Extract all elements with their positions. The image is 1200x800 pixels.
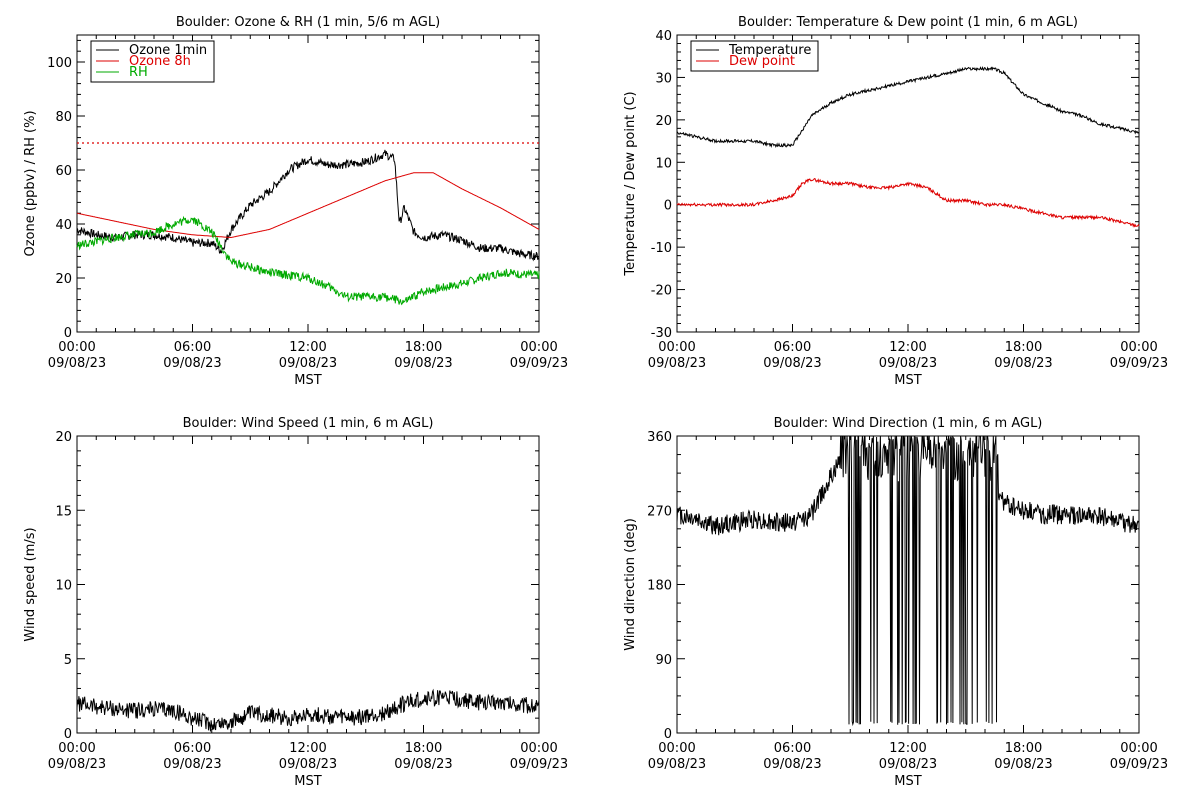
x-tick-label-date: 09/09/23: [510, 757, 568, 772]
y-axis-label: Temperature / Dew point (C): [623, 91, 638, 276]
chart-title: Boulder: Wind Direction (1 min, 6 m AGL): [774, 416, 1043, 431]
x-axis-label: MST: [294, 373, 321, 388]
x-tick-label-time: 00:00: [1120, 741, 1157, 756]
x-tick-label-date: 09/08/23: [279, 356, 337, 371]
x-tick-label-date: 09/08/23: [48, 356, 106, 371]
legend-label: RH: [129, 65, 148, 80]
x-tick-label-time: 18:00: [1005, 340, 1042, 355]
x-tick-label-date: 09/09/23: [510, 356, 568, 371]
series-line-dew-point: [676, 178, 1140, 228]
series-line-temperature: [676, 65, 1140, 149]
x-tick-label-date: 09/09/23: [1110, 757, 1168, 772]
y-tick-label: -20: [651, 284, 672, 299]
y-tick-label: -30: [651, 326, 672, 341]
x-axis-label: MST: [894, 774, 921, 789]
x-tick-label-time: 18:00: [405, 741, 442, 756]
x-tick-label-date: 09/09/23: [1110, 356, 1168, 371]
x-axis-label: MST: [894, 373, 921, 388]
y-axis-label: Wind direction (deg): [623, 518, 638, 651]
x-tick-label-time: 12:00: [889, 741, 926, 756]
y-tick-label: -10: [651, 241, 672, 256]
y-tick-label: 0: [64, 326, 72, 341]
y-tick-label: 90: [655, 653, 672, 668]
x-axis-label: MST: [294, 774, 321, 789]
x-tick-label-time: 00:00: [58, 741, 95, 756]
x-tick-label-time: 00:00: [58, 340, 95, 355]
chart-panel-1: Boulder: Ozone & RH (1 min, 5/6 m AGL) 0 2…: [23, 15, 568, 388]
x-tick-label-date: 09/08/23: [648, 356, 706, 371]
x-tick-label-time: 06:00: [174, 741, 211, 756]
legend-label: Ozone 8h: [129, 54, 191, 69]
chart-panel-4: Boulder: Wind Direction (1 min, 6 m AGL)…: [623, 416, 1168, 789]
y-tick-label: 30: [655, 71, 672, 86]
x-tick-label-time: 00:00: [658, 741, 695, 756]
y-tick-label: 0: [664, 727, 672, 742]
series-line-ozone-1min: [76, 149, 540, 262]
x-tick-label-date: 09/08/23: [879, 757, 937, 772]
legend-label: Ozone 1min: [129, 43, 207, 58]
y-tick-label: 40: [55, 218, 72, 233]
x-tick-label-time: 00:00: [1120, 340, 1157, 355]
legend-label: Temperature: [728, 43, 811, 58]
x-tick-label-date: 09/08/23: [763, 356, 821, 371]
x-tick-label-time: 00:00: [520, 741, 557, 756]
y-axis-label: Ozone (ppbv) / RH (%): [23, 110, 38, 256]
y-tick-label: 40: [655, 29, 672, 44]
chart-panel-2: Boulder: Temperature & Dew point (1 min,…: [623, 15, 1168, 388]
series-line-ozone-8h: [76, 172, 540, 238]
x-tick-label-date: 09/08/23: [163, 356, 221, 371]
y-tick-label: 60: [55, 164, 72, 179]
chart-title: Boulder: Wind Speed (1 min, 6 m AGL): [183, 416, 434, 431]
x-tick-label-date: 09/08/23: [763, 757, 821, 772]
x-tick-label-time: 06:00: [774, 340, 811, 355]
legend-box: [690, 40, 819, 72]
y-tick-label: 80: [55, 110, 72, 125]
x-tick-label-time: 06:00: [174, 340, 211, 355]
plot-frame: [76, 435, 540, 734]
y-tick-label: 5: [64, 653, 72, 668]
chart-panel-3: Boulder: Wind Speed (1 min, 6 m AGL) 0 5 10…: [23, 416, 568, 789]
x-tick-label-date: 09/08/23: [279, 757, 337, 772]
x-tick-label-time: 18:00: [405, 340, 442, 355]
x-tick-label-time: 00:00: [658, 340, 695, 355]
x-tick-label-date: 09/08/23: [394, 356, 452, 371]
y-tick-label: 0: [64, 727, 72, 742]
x-tick-label-date: 09/08/23: [994, 757, 1052, 772]
y-tick-label: 270: [647, 504, 672, 519]
x-tick-label-date: 09/08/23: [648, 757, 706, 772]
y-tick-label: 20: [655, 114, 672, 129]
y-tick-label: 20: [55, 272, 72, 287]
x-tick-label-date: 09/08/23: [163, 757, 221, 772]
x-tick-label-date: 09/08/23: [994, 356, 1052, 371]
y-tick-label: 180: [647, 579, 672, 594]
x-tick-label-time: 12:00: [289, 340, 326, 355]
y-tick-label: 0: [664, 199, 672, 214]
legend-label: Dew point: [729, 54, 795, 69]
x-tick-label-time: 06:00: [774, 741, 811, 756]
x-tick-label-date: 09/08/23: [394, 757, 452, 772]
y-tick-label: 360: [647, 430, 672, 445]
x-tick-label-time: 12:00: [889, 340, 926, 355]
chart-title: Boulder: Ozone & RH (1 min, 5/6 m AGL): [176, 15, 440, 30]
x-tick-label-date: 09/08/23: [879, 356, 937, 371]
x-tick-label-time: 00:00: [520, 340, 557, 355]
x-tick-label-time: 12:00: [289, 741, 326, 756]
x-tick-label-time: 18:00: [1005, 741, 1042, 756]
series-line-rh: [76, 215, 540, 306]
series-line-data: [676, 435, 1140, 727]
y-tick-label: 20: [55, 430, 72, 445]
y-tick-label: 10: [655, 156, 672, 171]
y-tick-label: 100: [47, 56, 72, 71]
x-tick-label-date: 09/08/23: [48, 757, 106, 772]
y-axis-label: Wind speed (m/s): [23, 527, 38, 641]
series-line-data: [76, 688, 540, 732]
y-tick-label: 10: [55, 579, 72, 594]
y-tick-label: 15: [55, 504, 72, 519]
chart-title: Boulder: Temperature & Dew point (1 min,…: [738, 15, 1078, 30]
